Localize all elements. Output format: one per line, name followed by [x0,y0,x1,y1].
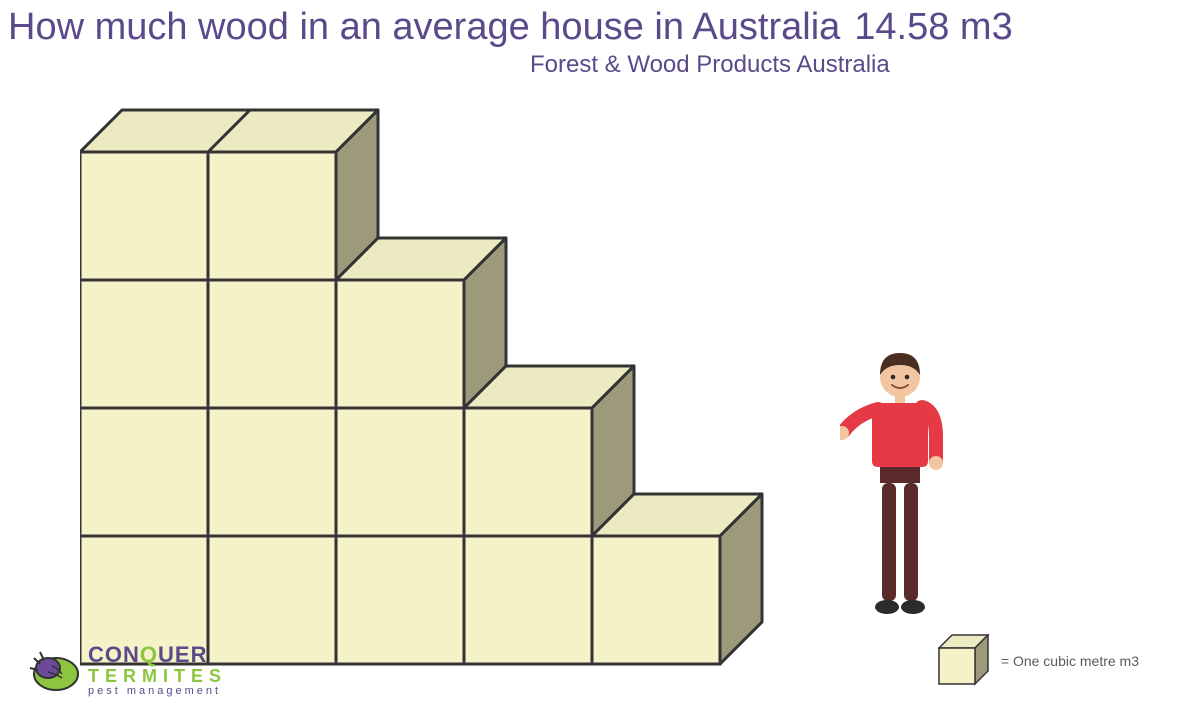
brand-logo: CONQUER TERMITES pest management [26,644,227,697]
legend-label: = One cubic metre m3 [1001,653,1139,669]
logo-part-q: Q [140,642,158,667]
logo-line-1: CONQUER [88,644,227,666]
logo-line-3: pest management [88,686,227,697]
legend: = One cubic metre m3 [938,634,1139,687]
logo-part-uer: UER [158,642,207,667]
termite-icon [26,646,82,696]
logo-text: CONQUER TERMITES pest management [88,644,227,697]
header: How much wood in an average house in Aus… [8,6,1188,79]
title-line: How much wood in an average house in Aus… [8,6,1188,49]
legend-cube-icon [938,634,991,687]
page-title: How much wood in an average house in Aus… [8,6,840,49]
logo-line-2: TERMITES [88,667,227,685]
subtitle: Forest & Wood Products Australia [530,51,1188,79]
person-icon [840,345,960,630]
logo-part-con: CON [88,642,140,667]
cubes-stack [80,100,782,674]
page-value: 14.58 m3 [854,6,1012,49]
diagram-stage [80,100,1120,640]
